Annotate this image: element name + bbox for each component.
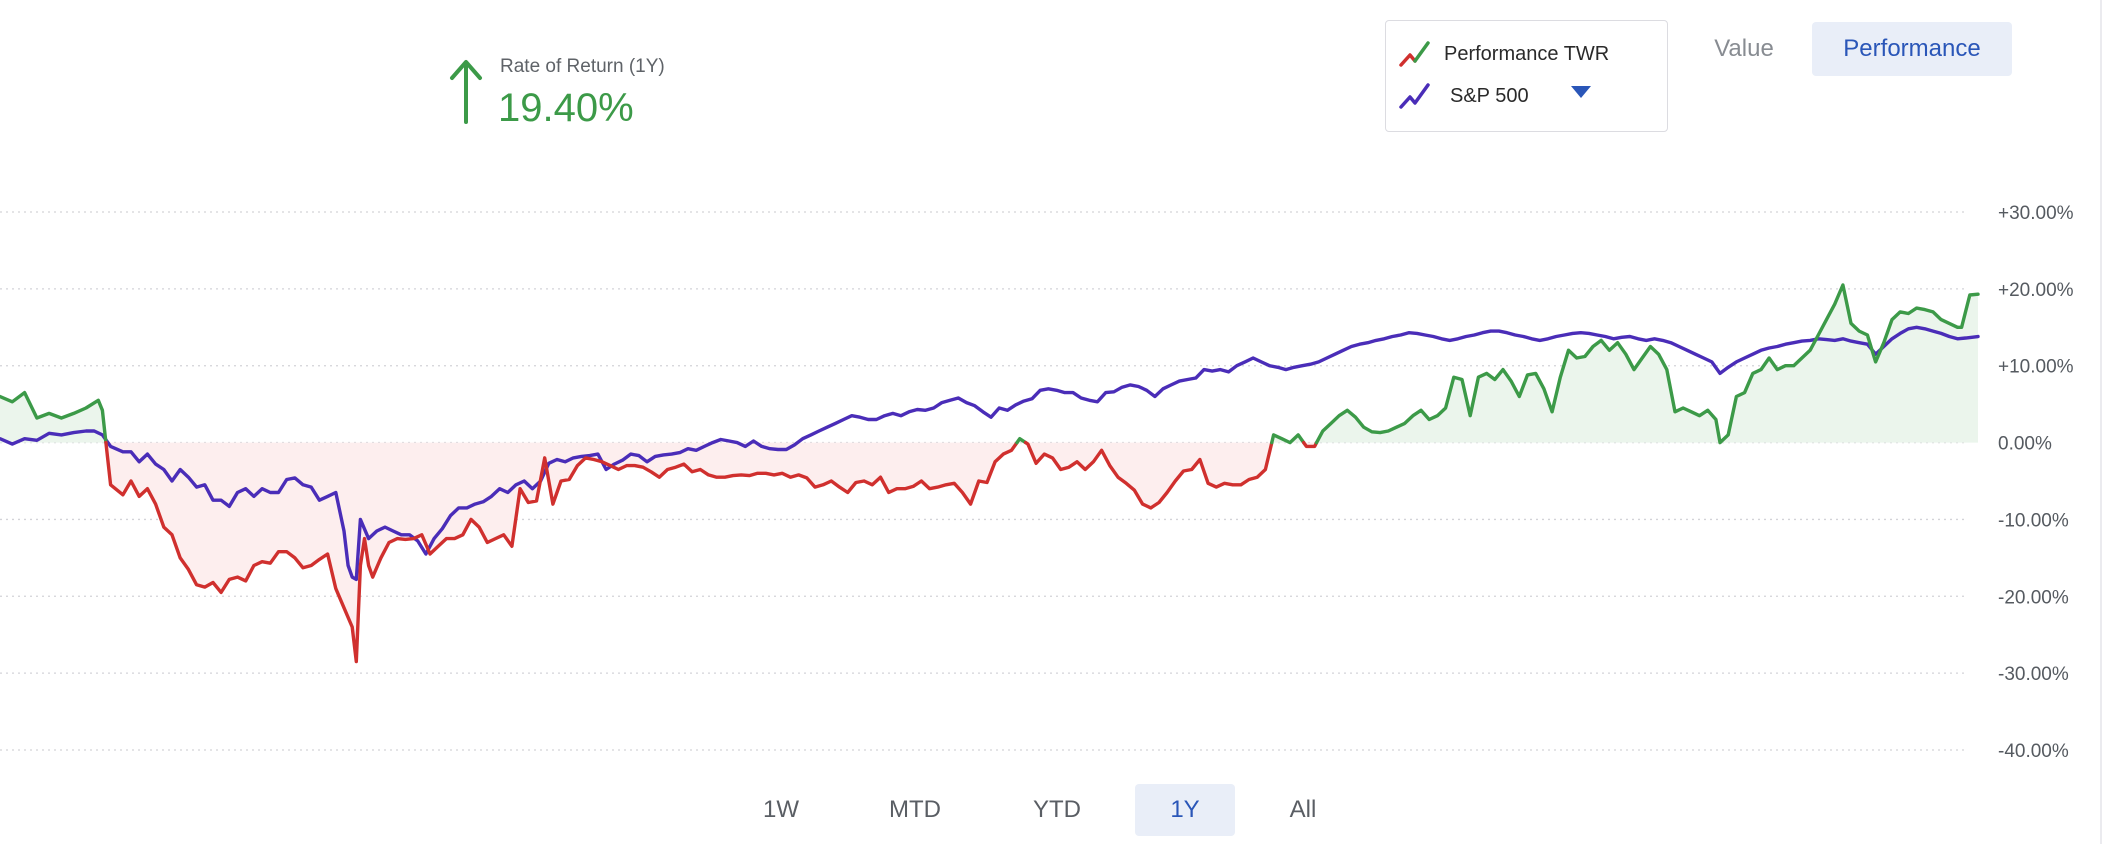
red-green-line-icon [1399, 41, 1430, 67]
performance-twr-line-positive [1015, 437, 1028, 445]
y-tick-label: -10.00% [1998, 510, 2069, 531]
y-tick-label: +20.00% [1998, 280, 2074, 301]
negative-area-fill [105, 442, 1017, 662]
performance-twr-line-positive [1270, 433, 1306, 445]
sp500-series-line [0, 325, 1980, 582]
range-button-ytd[interactable]: YTD [1033, 796, 1081, 823]
caret-down-icon[interactable] [1570, 85, 1592, 99]
rate-of-return-value: 19.40% [498, 86, 634, 130]
rate-of-return-label: Rate of Return (1Y) [500, 56, 665, 77]
y-tick-label: -30.00% [1998, 664, 2069, 685]
range-button-1y[interactable]: 1Y [1135, 784, 1235, 836]
chart-legend: Performance TWR S&P 500 [1385, 20, 1668, 132]
range-button-mtd[interactable]: MTD [889, 796, 941, 823]
negative-area-fill [1025, 442, 1272, 508]
range-button-all[interactable]: All [1289, 796, 1317, 823]
performance-twr-line-positive [1314, 283, 1980, 445]
performance-twr-line-negative [104, 440, 1019, 664]
performance-twr-line-negative [1023, 440, 1274, 510]
positive-area-fill [1316, 285, 1978, 443]
y-tick-label: +30.00% [1998, 203, 2074, 224]
positive-area-fill [0, 392, 106, 443]
y-tick-label: 0.00% [1998, 434, 2052, 455]
y-tick-label: +10.00% [1998, 357, 2074, 378]
y-tick-label: -40.00% [1998, 741, 2069, 762]
performance-twr-line-positive [0, 390, 108, 445]
performance-twr-line-negative [1302, 440, 1319, 449]
chart-area-fills [0, 285, 1978, 662]
positive-area-fill [1271, 434, 1304, 443]
legend-label-performance-twr: Performance TWR [1444, 42, 1610, 65]
y-axis-ticks: +30.00% +20.00% +10.00% 0.00% -10.00% -20.00%… [1998, 203, 2074, 762]
performance-toggle-button[interactable]: Performance [1812, 22, 2012, 76]
legend-label-sp500: S&P 500 [1450, 84, 1529, 107]
y-tick-label: -20.00% [1998, 587, 2069, 608]
chart-lines [0, 283, 1980, 664]
up-arrow-icon [450, 60, 482, 124]
range-button-1w[interactable]: 1W [763, 796, 799, 823]
value-toggle-button[interactable]: Value [1714, 35, 1774, 62]
right-panel-border [2100, 0, 2102, 844]
purple-line-icon [1399, 83, 1430, 109]
